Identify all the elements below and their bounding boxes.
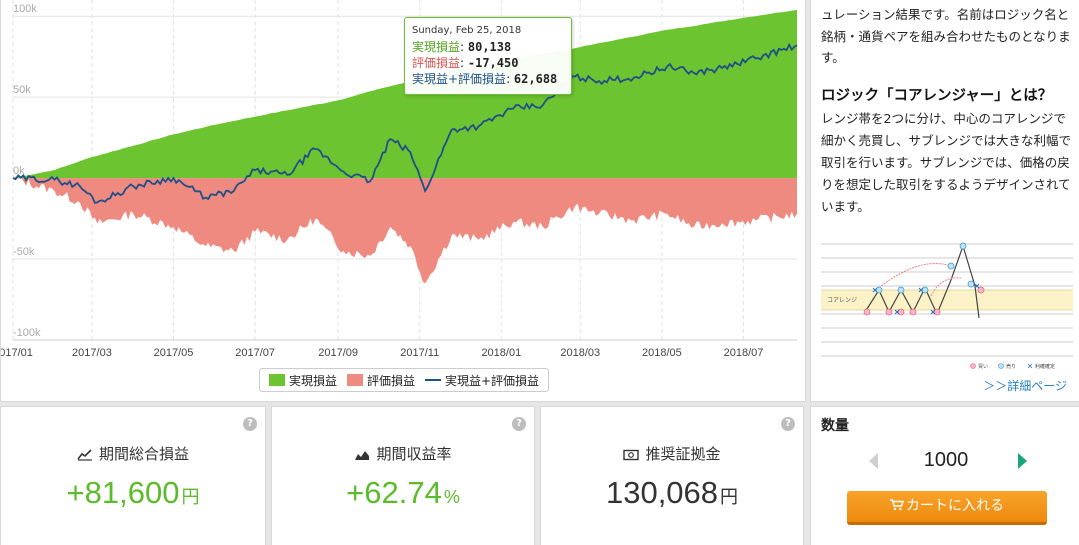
y-tick-label: 0k	[13, 165, 25, 177]
legend-label-unrealized: 評価損益	[366, 373, 415, 388]
stat-label: 期間収益率	[376, 445, 452, 463]
quantity-value[interactable]: 1000	[923, 449, 969, 471]
series-total-line	[12, 42, 798, 204]
chart-legend: 実現損益 評価損益 実現益+評価損益	[259, 368, 549, 392]
legend-label-realized: 実現損益	[288, 373, 337, 388]
x-tick-label: 2017/07	[235, 347, 275, 359]
series-unrealized-area	[13, 176, 797, 284]
x-tick-label: 2017/09	[318, 347, 358, 359]
decrease-arrow-icon[interactable]	[869, 453, 878, 469]
legend-swatch-unrealized	[346, 374, 363, 386]
help-icon[interactable]: ?	[512, 417, 526, 431]
logic-heading: ロジック「コアレンジャー」とは？	[821, 88, 1053, 104]
x-tick-label: 2018/07	[724, 347, 764, 359]
tooltip-realized-value: 80,138	[467, 40, 512, 54]
help-icon[interactable]: ?	[243, 417, 257, 431]
stat-label: 推奨証拠金	[645, 445, 721, 463]
y-tick-label: 100k	[13, 3, 37, 15]
cart-icon	[890, 499, 904, 511]
description-intro: ュレーション結果です。名前はロジック名と銘柄・通貨ペアを組み合わせたものとなりま…	[821, 7, 1071, 65]
tooltip-date: Sunday, Feb 25, 2018	[412, 25, 522, 36]
x-tick-label: 2018/05	[642, 347, 682, 359]
core-ranger-diagram: コアレンジ 買い 売り 利確確定	[821, 242, 1073, 370]
y-tick-label: -50k	[13, 246, 35, 258]
legend-item-total[interactable]: 実現益+評価損益	[424, 372, 540, 389]
stat-label: 期間総合損益	[98, 445, 189, 463]
logic-description-panel: ュレーション結果です。名前はロジック名と銘柄・通貨ペアを組み合わせたものとなりま…	[810, 0, 1079, 402]
diagram-legend-buy: 買い	[978, 364, 988, 370]
line-chart-icon	[77, 449, 92, 461]
increase-arrow-icon[interactable]	[1018, 453, 1027, 469]
tooltip-realized-label: 実現損益	[412, 40, 461, 54]
tooltip-unrealized-value: -17,450	[467, 56, 519, 70]
x-tick-label: 2017/11	[400, 347, 439, 359]
quantity-label: 数量	[821, 418, 849, 434]
y-tick-label: -100k	[13, 327, 41, 339]
detail-page-link[interactable]: ＞＞詳細ページ	[983, 379, 1067, 393]
legend-item-unrealized[interactable]: 評価損益	[346, 372, 415, 389]
area-chart-icon	[355, 451, 370, 460]
x-tick-label: 2018/01	[481, 347, 521, 359]
stat-unit: 円	[720, 487, 739, 507]
legend-swatch-total	[424, 379, 441, 381]
y-tick-label: 50k	[13, 84, 31, 96]
stat-value: 130,068	[605, 475, 719, 510]
diagram-legend-sell: 売り	[1006, 363, 1016, 370]
stat-value: +62.74	[346, 475, 442, 510]
help-icon[interactable]: ?	[781, 417, 795, 431]
tooltip-unrealized-label: 評価損益	[412, 56, 461, 70]
stat-return-rate: ? 期間収益率 +62.74%	[271, 406, 535, 545]
chart-panel: 100k 50k 0k -50k -100k 2017/01 2017/03 2017/05…	[0, 0, 806, 402]
diagram-range-label: コアレンジ	[827, 297, 857, 304]
legend-swatch-realized	[268, 374, 285, 386]
tooltip-total-label: 実現益+評価損益	[412, 72, 507, 86]
logic-body: レンジ帯を2つに分け、中心のコアレンジで細かく売買し、サブレンジでは大きな利幅で…	[821, 111, 1072, 214]
stat-value: +81,600	[66, 475, 180, 510]
quantity-panel: 数量 1000 カートに入れる	[810, 406, 1079, 545]
x-tick-label: 2017/03	[72, 347, 112, 359]
cart-button-label: カートに入れる	[906, 498, 1004, 514]
stat-unit: %	[443, 487, 460, 507]
legend-label-total: 実現益+評価損益	[444, 373, 540, 388]
add-to-cart-button[interactable]: カートに入れる	[847, 491, 1047, 525]
stat-total-pnl: ? 期間総合損益 +81,600 円	[0, 406, 266, 545]
tooltip-total-value: 62,688	[513, 72, 558, 86]
diagram-legend-settle: 利確確定	[1035, 363, 1055, 370]
stat-recommended-margin: ? 推奨証拠金 130,068 円	[540, 406, 804, 545]
stat-unit: 円	[181, 487, 200, 507]
money-icon	[623, 449, 640, 461]
x-tick-label: 2017/05	[154, 347, 194, 359]
chart-tooltip: Sunday, Feb 25, 2018 実現損益: 80,138 評価損益: …	[404, 17, 572, 95]
legend-item-realized[interactable]: 実現損益	[268, 372, 337, 389]
x-tick-label: 2018/03	[560, 347, 600, 359]
x-tick-label: 2017/01	[1, 347, 33, 359]
